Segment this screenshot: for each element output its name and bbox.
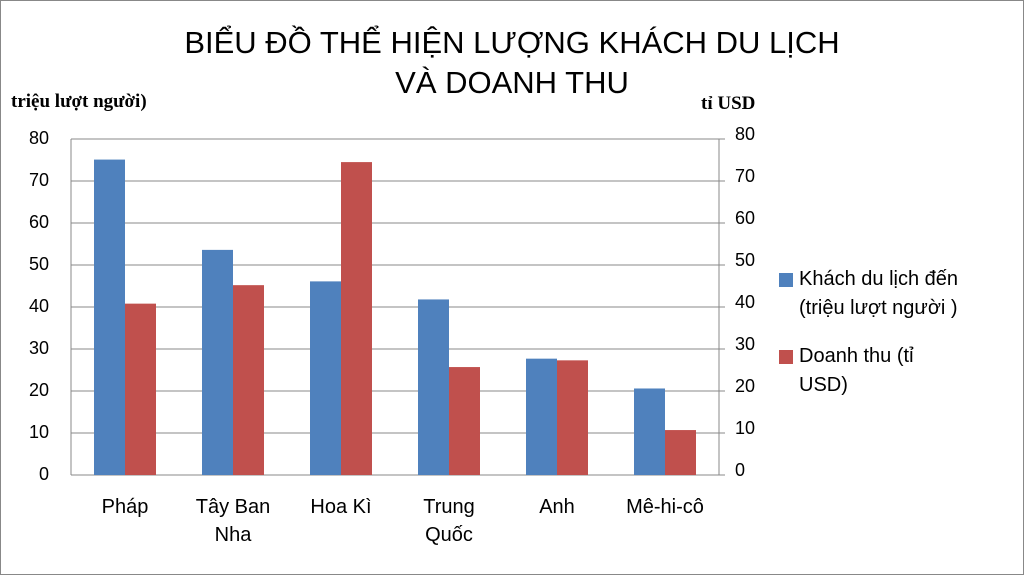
y2-axis-label: tỉ USD [701,93,756,114]
y-tick-label: 60 [29,212,49,232]
bar [634,388,665,475]
bar [526,358,557,475]
y2-tick-label: 30 [735,334,755,354]
y-tick-label: 30 [29,338,49,358]
y-tick-label: 40 [29,296,49,316]
x-tick-label: Mê-hi-cô [626,496,704,518]
x-tick-label: Tây Ban Nha [195,496,271,546]
y-tick-label: 20 [29,380,49,400]
legend-label: Doanh thu (tỉ USD) [799,345,914,396]
x-tick-label: Trung Quốc [423,496,475,546]
x-tick-label: Pháp [101,496,149,518]
y2-tick-label: 60 [735,208,755,228]
bar [125,303,156,475]
chart-title: VÀ DOANH THU [395,65,629,100]
bar [418,299,449,475]
chart-title: BIỂU ĐỒ THỂ HIỆN LƯỢNG KHÁCH DU LỊCH [184,25,840,60]
bar [202,249,233,475]
y2-tick-label: 20 [735,376,755,396]
y-axis-label: triệu lượt người) [11,91,147,112]
y-tick-label: 50 [29,254,49,274]
y-tick-label: 80 [29,128,49,148]
bar [449,367,480,475]
bar [310,281,341,475]
y2-tick-label: 0 [735,460,745,480]
y2-tick-label: 70 [735,166,755,186]
bar [94,159,125,475]
legend-label: Khách du lịch đến (triệu lượt người ) [799,268,959,319]
legend-swatch [779,350,793,364]
x-tick-label: Hoa Kì [310,496,372,518]
y2-tick-label: 80 [735,124,755,144]
y-tick-label: 70 [29,170,49,190]
y2-tick-label: 10 [735,418,755,438]
x-tick-label: Anh [539,496,575,518]
y2-tick-label: 50 [735,250,755,270]
bar [233,285,264,475]
bar [557,360,588,475]
y-tick-label: 10 [29,422,49,442]
y2-tick-label: 40 [735,292,755,312]
bar [341,162,372,475]
bar [665,430,696,475]
legend-swatch [779,273,793,287]
y-tick-label: 0 [39,464,49,484]
